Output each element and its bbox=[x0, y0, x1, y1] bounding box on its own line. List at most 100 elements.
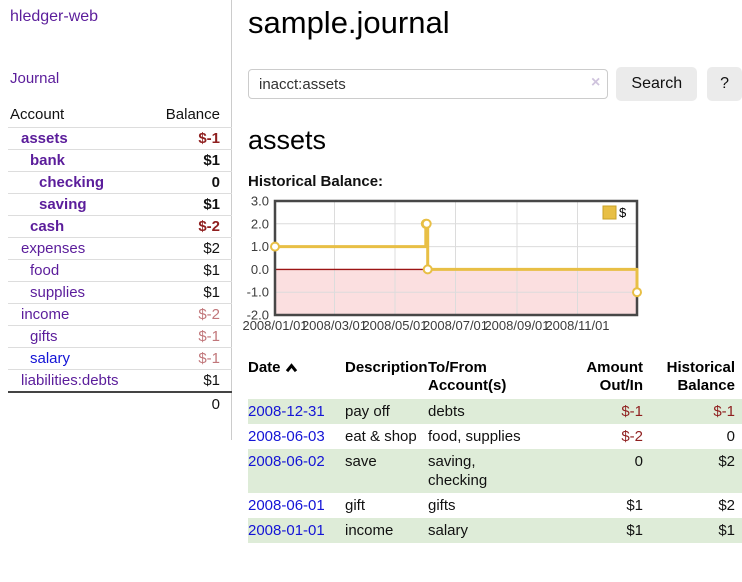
search-help-button[interactable]: ? bbox=[707, 67, 742, 101]
transaction-date-link[interactable]: 2008-06-02 bbox=[248, 449, 345, 493]
sidebar-account-saving[interactable]: saving bbox=[39, 196, 87, 213]
account-balance: $1 bbox=[146, 149, 232, 172]
transaction-balance: $1 bbox=[718, 522, 735, 539]
svg-text:2008/05/01: 2008/05/01 bbox=[362, 318, 427, 333]
transaction-description: save bbox=[345, 453, 377, 470]
account-balance: $1 bbox=[146, 193, 232, 216]
account-row: cash $-2 bbox=[8, 215, 232, 238]
svg-text:2.0: 2.0 bbox=[251, 216, 269, 231]
transaction-date-link[interactable]: 2008-06-02 bbox=[248, 453, 325, 470]
main-content: sample.journal × Search ? assets Histori… bbox=[233, 0, 742, 543]
transaction-date-link[interactable]: 2008-06-01 bbox=[248, 497, 325, 514]
transaction-balance: $2 bbox=[718, 497, 735, 514]
register-row: 2008-12-31 pay off debts $-1 $-1 bbox=[248, 399, 742, 424]
account-balance: $-1 bbox=[146, 347, 232, 370]
sidebar-account-checking[interactable]: checking bbox=[39, 174, 105, 191]
sidebar: hledger-web Journal Account Balance asse… bbox=[0, 0, 232, 440]
search-input[interactable] bbox=[248, 69, 609, 99]
search-bar: × Search ? bbox=[248, 67, 742, 101]
account-row: liabilities:debts $1 bbox=[8, 369, 232, 392]
account-balance: 0 bbox=[146, 171, 232, 194]
register-header-balance: Historical Balance bbox=[666, 359, 735, 394]
clear-search-icon[interactable]: × bbox=[591, 74, 601, 91]
register-row: 2008-01-01 income salary $1 $1 bbox=[248, 518, 742, 543]
transaction-date-link[interactable]: 2008-06-03 bbox=[248, 424, 345, 449]
account-balance: $-2 bbox=[146, 303, 232, 326]
page-title: sample.journal bbox=[248, 5, 450, 40]
register-header-amount: Amount Out/In bbox=[586, 359, 643, 394]
accounts-total-row: 0 bbox=[8, 391, 232, 416]
svg-text:2008/11/01: 2008/11/01 bbox=[545, 318, 609, 333]
account-row: income $-2 bbox=[8, 303, 232, 326]
account-balance: $-1 bbox=[146, 325, 232, 348]
chevron-up-icon bbox=[285, 360, 298, 378]
svg-text:3.0: 3.0 bbox=[251, 194, 269, 209]
transaction-amount: $1 bbox=[626, 497, 643, 514]
account-row: salary $-1 bbox=[8, 347, 232, 370]
transaction-balance: 0 bbox=[726, 428, 735, 445]
account-row: supplies $1 bbox=[8, 281, 232, 304]
app-brand-link[interactable]: hledger-web bbox=[10, 8, 99, 25]
chart-title: Historical Balance: bbox=[248, 173, 384, 190]
svg-text:$: $ bbox=[619, 205, 627, 220]
svg-text:1.0: 1.0 bbox=[251, 239, 269, 254]
accounts-header-balance: Balance bbox=[146, 104, 232, 128]
svg-text:2008/09/01: 2008/09/01 bbox=[484, 318, 549, 333]
transaction-date-link[interactable]: 2008-01-01 bbox=[248, 522, 325, 539]
register-table: Date Description To/From Account(s) Amoun… bbox=[248, 359, 742, 543]
register-row: 2008-06-03 eat & shop food, supplies $-2 0 bbox=[248, 424, 742, 449]
transaction-amount: $1 bbox=[626, 522, 643, 539]
transaction-date-link[interactable]: 2008-01-01 bbox=[248, 518, 345, 543]
transaction-accounts: gifts bbox=[428, 497, 456, 514]
sidebar-account-income[interactable]: income bbox=[21, 306, 70, 323]
sidebar-account-food[interactable]: food bbox=[30, 262, 60, 279]
search-button[interactable]: Search bbox=[616, 67, 698, 101]
account-balance: $1 bbox=[146, 259, 232, 282]
register-header-accounts: To/From Account(s) bbox=[428, 359, 507, 394]
transaction-description: eat & shop bbox=[345, 428, 417, 445]
transaction-accounts: salary bbox=[428, 522, 469, 539]
sidebar-account-assets[interactable]: assets bbox=[21, 130, 68, 147]
account-row: gifts $-1 bbox=[8, 325, 232, 348]
transaction-balance: $-1 bbox=[713, 403, 735, 420]
accounts-table: Account Balance assets $-1 bank $1 checking 0… bbox=[8, 104, 232, 416]
transaction-description: income bbox=[345, 522, 394, 539]
register-header-row: Date Description To/From Account(s) Amoun… bbox=[248, 359, 742, 399]
svg-text:2008/03/01: 2008/03/01 bbox=[302, 318, 367, 333]
transaction-amount: $-2 bbox=[621, 428, 643, 445]
svg-text:0.0: 0.0 bbox=[251, 262, 269, 277]
account-balance: $-1 bbox=[146, 127, 232, 150]
transaction-amount: 0 bbox=[634, 453, 643, 470]
transaction-accounts: saving, checking bbox=[428, 453, 488, 489]
historical-balance-chart: 3.0 2.0 1.0 0.0 -1.0 -2.0 2008/01/01 2008/03/01… bbox=[242, 194, 742, 336]
transaction-date-link[interactable]: 2008-12-31 bbox=[248, 399, 345, 424]
account-row: bank $1 bbox=[8, 149, 232, 172]
svg-text:2008/07/01: 2008/07/01 bbox=[423, 318, 488, 333]
account-balance: $1 bbox=[146, 281, 232, 304]
register-header-date[interactable]: Date bbox=[248, 359, 345, 399]
sidebar-account-bank[interactable]: bank bbox=[30, 152, 66, 169]
sidebar-account-liabilities-debts[interactable]: liabilities:debts bbox=[21, 372, 119, 389]
transaction-amount: $-1 bbox=[621, 403, 643, 420]
transaction-balance: $2 bbox=[718, 453, 735, 470]
transaction-date-link[interactable]: 2008-06-03 bbox=[248, 428, 325, 445]
accounts-total: 0 bbox=[146, 391, 232, 416]
sidebar-account-gifts[interactable]: gifts bbox=[30, 328, 58, 345]
register-row: 2008-06-01 gift gifts $1 $2 bbox=[248, 493, 742, 518]
account-row: saving $1 bbox=[8, 193, 232, 216]
transaction-date-link[interactable]: 2008-12-31 bbox=[248, 403, 325, 420]
sidebar-account-expenses[interactable]: expenses bbox=[21, 240, 86, 257]
transaction-date-link[interactable]: 2008-06-01 bbox=[248, 493, 345, 518]
transaction-description: gift bbox=[345, 497, 366, 514]
register-header-description: Description bbox=[345, 359, 428, 376]
sidebar-account-salary[interactable]: salary bbox=[30, 350, 71, 367]
account-row: assets $-1 bbox=[8, 127, 232, 150]
sidebar-item-journal[interactable]: Journal bbox=[10, 70, 60, 87]
chart-svg: 3.0 2.0 1.0 0.0 -1.0 -2.02008/01/012008/03/01… bbox=[242, 194, 642, 333]
sidebar-account-supplies[interactable]: supplies bbox=[30, 284, 86, 301]
account-row: checking 0 bbox=[8, 171, 232, 194]
svg-text:2008/01/01: 2008/01/01 bbox=[242, 318, 307, 333]
svg-text:-2.0: -2.0 bbox=[247, 308, 269, 323]
account-balance: $1 bbox=[146, 369, 232, 392]
sidebar-account-cash[interactable]: cash bbox=[30, 218, 65, 235]
